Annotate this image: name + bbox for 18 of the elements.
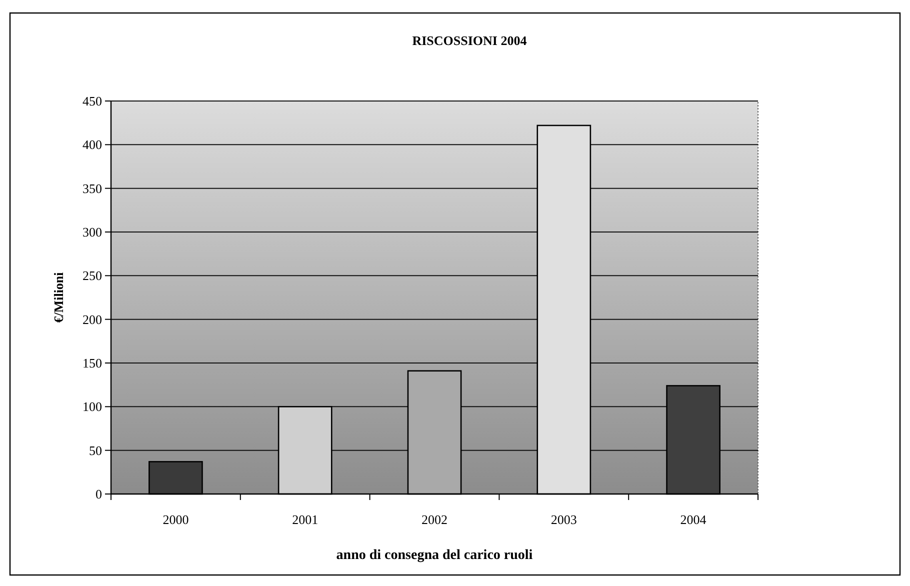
y-axis-title: €/Milioni: [51, 272, 66, 323]
y-tick-label: 100: [82, 399, 102, 414]
x-tick-label: 2000: [162, 512, 189, 527]
y-tick-label: 150: [82, 356, 102, 371]
x-axis-title: anno di consegna del carico ruoli: [336, 548, 533, 563]
y-tick-label: 0: [96, 486, 102, 502]
y-tick-label: 300: [82, 224, 102, 240]
x-tick-label: 2002: [422, 512, 448, 527]
x-tick-label: 2004: [680, 512, 707, 527]
y-tick-label: 400: [82, 137, 102, 152]
chart-title: RISCOSSIONI 2004: [412, 33, 528, 48]
x-tick-label: 2001: [292, 512, 318, 527]
y-tick-label: 450: [82, 94, 102, 109]
y-tick-label: 250: [82, 268, 102, 284]
y-tick-label: 350: [82, 180, 102, 196]
y-tick-label: 200: [82, 312, 102, 327]
x-tick-label: 2003: [550, 512, 577, 527]
y-tick-label: 50: [89, 442, 102, 458]
